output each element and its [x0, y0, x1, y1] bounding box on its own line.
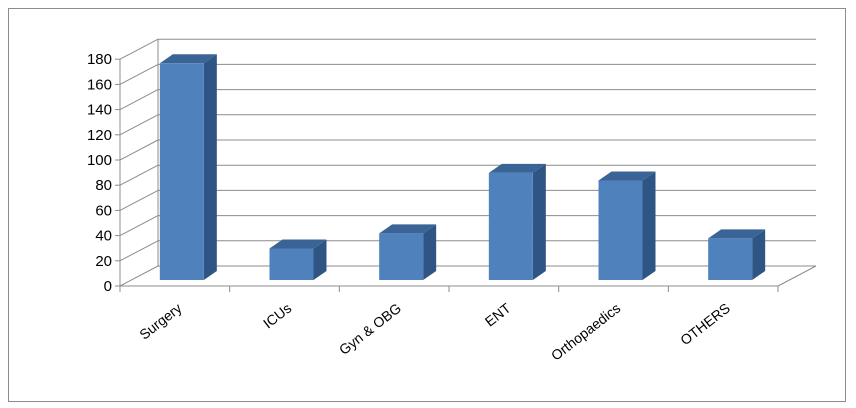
gridline-diagonal-40	[119, 215, 159, 237]
floor-right-edge	[777, 265, 817, 287]
bar-top-4	[598, 171, 656, 181]
bar-side-5	[752, 229, 766, 280]
bar-front-2	[379, 233, 424, 280]
x-tick-label-2: Gyn & OBG	[336, 300, 404, 358]
y-tick-label-120: 120	[87, 127, 112, 144]
bar-side-0	[203, 54, 217, 280]
bar-side-1	[313, 239, 327, 280]
y-axis-ticks: 0 20 40 60 80 100 120 140 160 180	[87, 51, 120, 295]
bar-top-1	[269, 239, 327, 249]
gridline-diagonal-20	[119, 240, 159, 262]
y-tick-label-180: 180	[87, 51, 112, 68]
bar-side-3	[532, 163, 546, 280]
bar-top-2	[379, 224, 437, 234]
bar-top-3	[488, 163, 546, 173]
bar-1	[269, 239, 327, 280]
y-tick-label-80: 80	[95, 177, 112, 194]
y-tick-label-20: 20	[95, 253, 112, 270]
bar-side-2	[423, 224, 437, 280]
bar-front-0	[159, 63, 204, 280]
x-tick-label-4: Orthopaedics	[548, 300, 623, 364]
x-tick-label-0: Surgery	[136, 300, 184, 343]
chart-frame	[8, 8, 846, 402]
bars	[159, 54, 766, 280]
x-tick-label-5: OTHERS	[677, 300, 733, 349]
bar-front-1	[269, 248, 314, 280]
bar-0	[159, 54, 217, 280]
y-tick-label-100: 100	[87, 152, 112, 169]
x-axis-ticks: Surgery ICUs Gyn & OBG ENT Orthopaedics OTHER…	[119, 286, 779, 364]
x-tick-label-1: ICUs	[260, 300, 294, 332]
bar-front-4	[598, 180, 643, 280]
gridline-diagonal-180	[119, 38, 159, 60]
y-tick-label-160: 160	[87, 76, 112, 93]
bar-front-3	[488, 172, 533, 280]
gridline-diagonal-60	[119, 189, 159, 211]
gridline-diagonal-0	[119, 265, 159, 287]
gridline-diagonal-100	[119, 139, 159, 161]
bar-2	[379, 224, 437, 280]
bar-top-5	[708, 229, 766, 239]
bar-4	[598, 171, 656, 280]
y-tick-label-40: 40	[95, 228, 112, 245]
gridline-diagonal-80	[119, 164, 159, 186]
gridlines	[119, 38, 816, 287]
y-tick-label-60: 60	[95, 202, 112, 219]
gridline-diagonal-120	[119, 114, 159, 136]
x-tick-label-3: ENT	[482, 299, 514, 329]
bar-5	[708, 229, 766, 280]
bar-top-0	[159, 54, 217, 64]
y-tick-label-140: 140	[87, 102, 112, 119]
y-tick-label-0: 0	[104, 278, 112, 295]
bar-front-5	[708, 238, 753, 280]
gridline-diagonal-160	[119, 63, 159, 85]
bar-side-4	[642, 171, 656, 280]
bar-3	[488, 163, 546, 280]
gridline-diagonal-140	[119, 89, 159, 111]
